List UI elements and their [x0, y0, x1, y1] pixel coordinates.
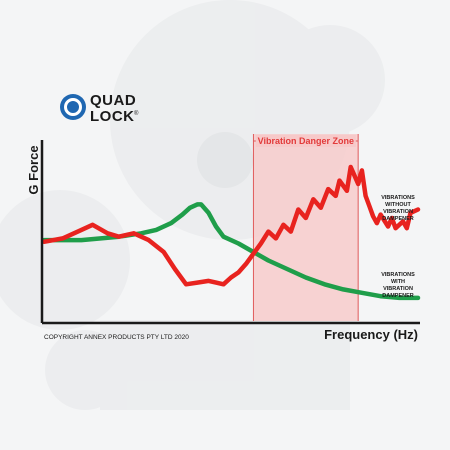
legend-without-line1: VIBRATIONS	[381, 195, 415, 201]
logo-mark-inner	[64, 98, 82, 116]
x-axis-label: Frequency (Hz)	[324, 327, 418, 342]
legend-with-line2: WITH	[391, 279, 405, 285]
y-axis-label: G Force	[26, 145, 41, 194]
danger-zone-label-bg	[255, 135, 356, 147]
legend-with-line3: VIBRATION	[383, 286, 413, 292]
logo-mark-outer	[60, 94, 86, 120]
danger-zone-band	[253, 134, 359, 321]
legend-without-line4: DAMPENER	[382, 216, 414, 222]
danger-zone-label: Vibration Danger Zone	[258, 136, 354, 146]
copyright-text: COPYRIGHT ANNEX PRODUCTS PTY LTD 2020	[44, 334, 189, 341]
legend-with-dampener: VIBRATIONS WITH VIBRATION DAMPENER	[381, 272, 415, 299]
quad-lock-logo: QUAD LOCK ®	[60, 92, 139, 125]
legend-with-line1: VIBRATIONS	[381, 272, 415, 278]
danger-zone: Vibration Danger Zone	[252, 134, 359, 321]
legend-without-line2: WITHOUT	[385, 202, 411, 208]
legend-without-line3: VIBRATION	[383, 209, 413, 215]
series-line-with-dampener	[41, 202, 421, 301]
logo-text-line2: LOCK	[90, 108, 135, 125]
logo-text-line1: QUAD	[90, 92, 136, 109]
legend-without-dampener: VIBRATIONS WITHOUT VIBRATION DAMPENER	[381, 195, 415, 222]
series-line-without-dampener	[41, 164, 421, 287]
legend-with-line4: DAMPENER	[382, 293, 414, 299]
logo-trademark: ®	[134, 110, 139, 117]
